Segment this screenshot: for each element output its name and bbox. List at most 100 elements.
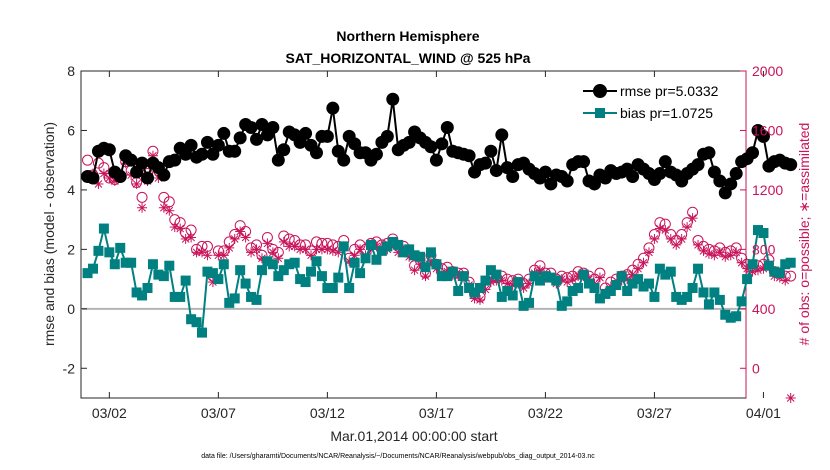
- chart-subtitle: SAT_HORIZONTAL_WIND @ 525 hPa: [286, 50, 531, 66]
- rmse-point: [713, 174, 727, 188]
- x-tick-label: 03/22: [528, 405, 563, 421]
- rmse-point: [320, 129, 334, 143]
- bias-point: [355, 268, 366, 279]
- rmse-point: [250, 132, 264, 146]
- y-axis-label: rmse and bias (model - observation): [41, 122, 57, 346]
- y-right-tick-label: 1600: [752, 122, 783, 138]
- y-tick-labels: -2 0 2 4 6 8: [63, 63, 76, 376]
- assimilated-point: [687, 213, 698, 224]
- assimilated-point: [475, 294, 485, 305]
- assimilated-point: [186, 232, 197, 243]
- bias-point: [327, 283, 338, 294]
- assimilated-point: [682, 222, 693, 233]
- bias-point: [660, 269, 671, 280]
- bias-point: [714, 294, 725, 305]
- x-tick-label: 03/17: [419, 405, 454, 421]
- bias-point: [425, 247, 436, 258]
- bias-point: [420, 262, 431, 273]
- bias-point: [594, 293, 605, 304]
- y-tick-label: 8: [67, 63, 75, 79]
- assimilated-point: [131, 178, 142, 189]
- rmse-point: [380, 129, 394, 143]
- assimilated-point: [295, 244, 306, 255]
- bias-point: [524, 297, 535, 308]
- bias-point: [235, 265, 246, 276]
- bias-point: [556, 300, 567, 311]
- assimilated-point: [633, 263, 644, 274]
- bias-point: [333, 272, 344, 283]
- bias-point: [676, 294, 687, 305]
- y-right-tick-labels: 0 400 800 1200 1600 2000: [752, 63, 783, 376]
- rmse-point: [217, 126, 231, 140]
- bias-point: [589, 283, 600, 294]
- rmse-point: [784, 158, 798, 172]
- bias-point: [654, 263, 665, 274]
- bias-point: [584, 278, 595, 289]
- bias-point: [164, 260, 175, 271]
- bias-point: [534, 275, 545, 286]
- x-tick-label: 03/27: [637, 405, 672, 421]
- bias-point: [436, 271, 447, 282]
- assimilated-point: [562, 277, 573, 288]
- bias-point: [289, 257, 300, 268]
- bias-point: [360, 253, 371, 264]
- rmse-point: [309, 146, 323, 160]
- assimilated-point: [698, 245, 709, 256]
- possible-point: [82, 154, 94, 166]
- rmse-point: [86, 171, 100, 185]
- bias-point: [731, 311, 742, 322]
- bias-point: [485, 265, 496, 276]
- bias-point: [262, 256, 273, 267]
- assimilated-point: [731, 247, 742, 258]
- bias-point: [633, 274, 644, 285]
- bias-point: [671, 291, 682, 302]
- bias-point: [447, 266, 458, 277]
- rmse-point: [124, 153, 138, 167]
- bias-point: [371, 254, 382, 265]
- bias-point: [682, 291, 693, 302]
- bias-point: [202, 266, 213, 277]
- x-tick-label: 03/12: [310, 405, 345, 421]
- bias-point: [491, 269, 502, 280]
- bias-point: [207, 268, 218, 279]
- rmse-point: [184, 138, 198, 152]
- bias-point: [120, 257, 131, 268]
- rmse-point: [135, 156, 149, 170]
- assimilated-point: [671, 239, 682, 250]
- rmse-point: [729, 167, 743, 181]
- bias-point: [649, 291, 660, 302]
- rmse-point: [424, 140, 438, 154]
- legend: rmse pr=5.0332 bias pr=1.0725: [577, 77, 741, 129]
- bias-point: [480, 275, 491, 286]
- bias-point: [464, 283, 475, 294]
- bias-point: [300, 277, 311, 288]
- bias-point: [213, 274, 224, 285]
- bias-point: [87, 263, 98, 274]
- rmse-point: [369, 147, 383, 161]
- bias-point: [769, 266, 780, 277]
- possible-point: [136, 191, 148, 203]
- tick-marks: [81, 70, 764, 398]
- assimilated-point: [780, 275, 791, 286]
- bias-point: [82, 268, 93, 279]
- rmse-point: [113, 170, 127, 184]
- bias-point: [158, 271, 169, 282]
- bias-point: [322, 283, 333, 294]
- bias-point: [256, 265, 267, 276]
- rmse-point: [658, 155, 672, 169]
- bias-point: [398, 247, 409, 258]
- bias-point: [573, 283, 584, 294]
- x-axis-label: Mar.01,2014 00:00:00 start: [330, 428, 497, 444]
- bias-point: [540, 271, 551, 282]
- bias-point: [605, 285, 616, 296]
- bias-point: [780, 259, 791, 270]
- rmse-point: [440, 120, 454, 134]
- bias-point: [415, 251, 426, 262]
- assimilated-point: [164, 205, 175, 216]
- assimilated-point: [660, 225, 671, 236]
- rmse-point: [435, 137, 449, 151]
- y-right-tick-label: 2000: [752, 63, 783, 79]
- bias-point: [616, 271, 627, 282]
- rmse-point: [653, 167, 667, 181]
